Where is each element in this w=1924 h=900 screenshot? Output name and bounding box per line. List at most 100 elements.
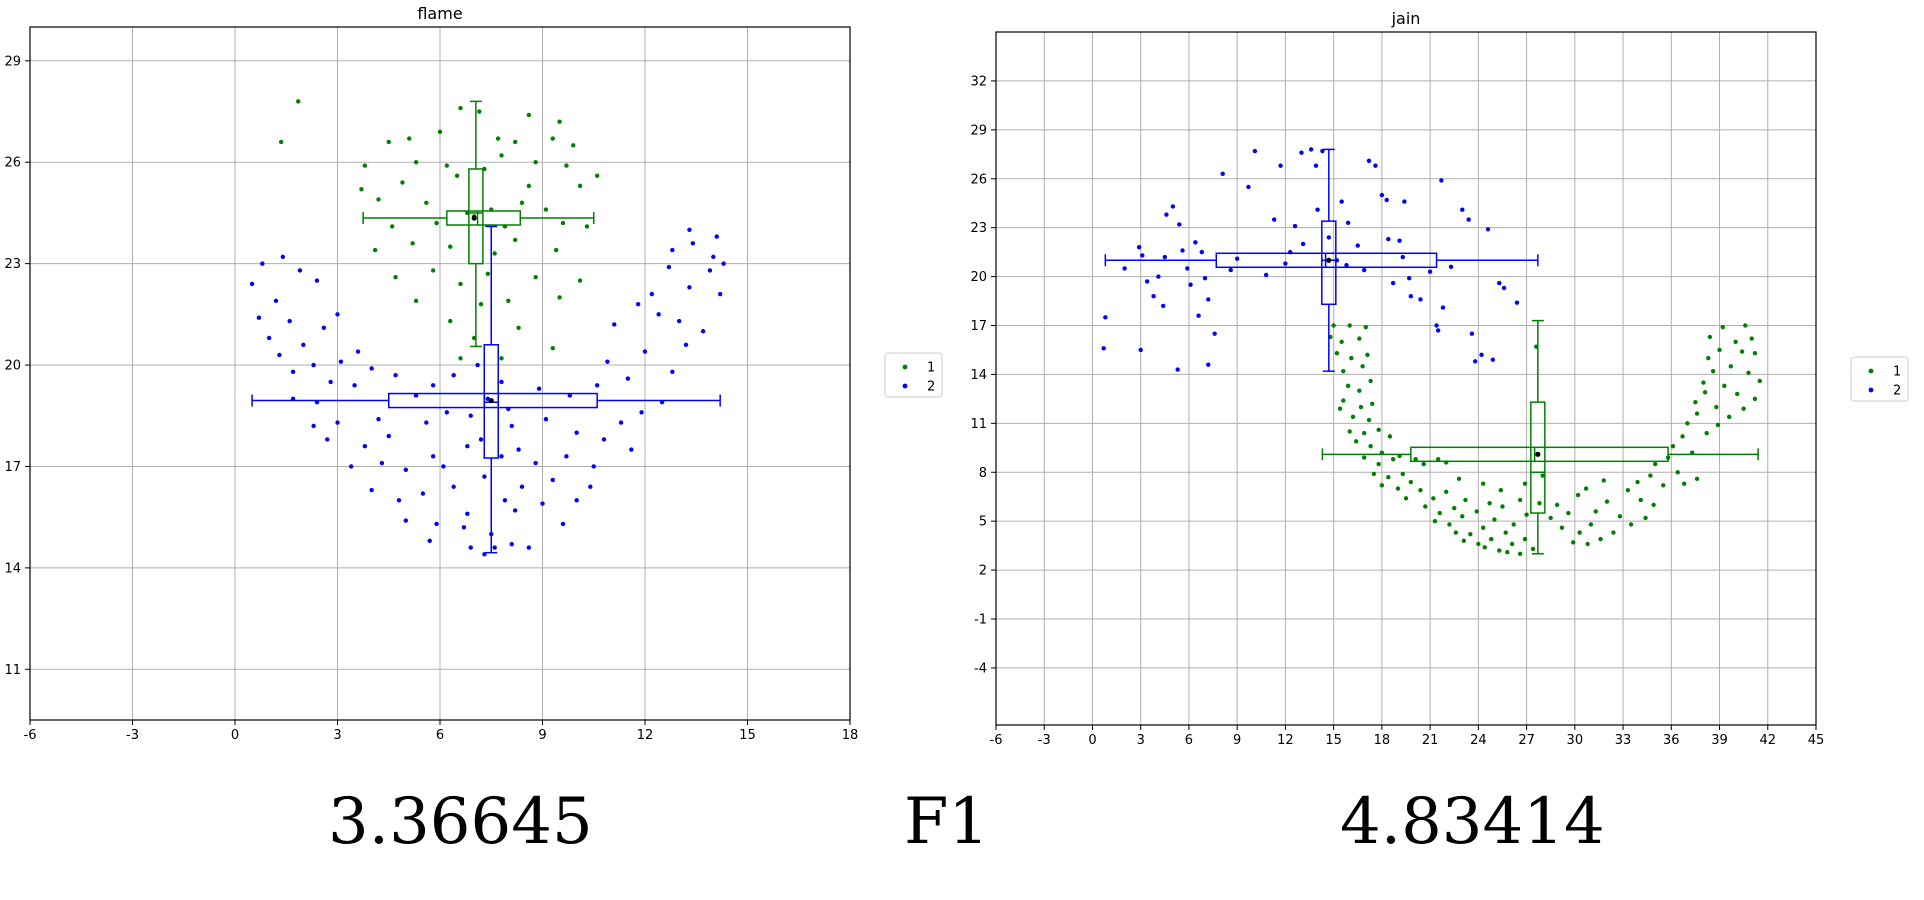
data-point-series-1 (1492, 517, 1497, 522)
data-point-series-2 (1164, 212, 1169, 217)
box (1410, 446, 1669, 463)
data-point-series-2 (297, 268, 303, 273)
data-point-series-1 (499, 356, 504, 361)
data-point-series-1 (1706, 355, 1711, 361)
data-point-series-2 (499, 454, 504, 459)
data-point-series-2 (499, 379, 504, 385)
data-point-series-1 (376, 197, 381, 202)
data-point-series-1 (362, 163, 368, 168)
data-point-series-1 (1509, 541, 1515, 547)
data-point-series-1 (1571, 540, 1576, 545)
mean-point (488, 397, 494, 404)
data-point-series-1 (594, 173, 600, 178)
data-point-series-2 (1308, 147, 1314, 152)
data-point-series-1 (1386, 474, 1391, 480)
plot-title: jain (1391, 9, 1421, 28)
data-point-series-2 (1469, 331, 1475, 336)
y-tick-label: 8 (979, 466, 987, 481)
data-point-series-2 (355, 349, 361, 354)
data-point-series-1 (1598, 536, 1603, 542)
box (1321, 220, 1337, 306)
data-point-series-1 (1368, 378, 1373, 384)
data-point-series-2 (1228, 267, 1233, 273)
data-point-series-1 (1461, 538, 1467, 543)
data-point-series-2 (605, 359, 610, 364)
data-point-series-1 (1680, 434, 1685, 439)
data-point-series-1 (1363, 324, 1369, 330)
data-point-series-1 (1339, 339, 1344, 345)
data-point-series-1 (1366, 417, 1372, 423)
data-point-series-2 (314, 278, 320, 283)
boxplot-series-1-vertical (468, 100, 484, 348)
data-point-series-2 (1212, 331, 1217, 336)
data-point-series-2 (362, 443, 368, 449)
x-tick-label: 18 (842, 728, 859, 743)
data-point-series-2 (629, 447, 634, 452)
data-point-series-2 (670, 247, 675, 253)
data-point-series-1 (1583, 486, 1589, 491)
data-point-series-1 (386, 139, 391, 145)
data-point-series-1 (1353, 439, 1359, 444)
data-point-series-1 (1702, 390, 1708, 395)
legend-marker-1 (1868, 368, 1874, 374)
data-point-series-1 (1757, 378, 1762, 384)
data-point-series-1 (1408, 479, 1414, 485)
data-point-series-2 (451, 372, 456, 378)
data-point-series-2 (683, 342, 689, 347)
data-point-series-1 (434, 220, 439, 226)
boxplot-series-2-vertical (1321, 148, 1337, 372)
data-point-series-2 (516, 447, 521, 452)
data-point-series-2 (1263, 272, 1269, 278)
data-point-series-2 (1220, 171, 1225, 177)
data-point-series-1 (359, 187, 364, 192)
data-point-series-2 (430, 454, 436, 459)
data-point-series-1 (512, 237, 518, 243)
data-point-series-1 (1435, 457, 1441, 462)
x-tick-label: 12 (637, 728, 654, 743)
data-point-series-1 (516, 325, 521, 331)
legend: 12 (884, 352, 943, 398)
x-tick-label: 45 (1808, 733, 1825, 748)
data-point-series-1 (1701, 380, 1706, 385)
boxplot-series-1-horizontal (362, 210, 595, 226)
data-point-series-1 (1476, 541, 1481, 547)
data-point-series-1 (1482, 545, 1487, 550)
data-point-series-1 (444, 163, 450, 168)
data-point-series-2 (1479, 352, 1484, 358)
boxplot-series-1-horizontal (1321, 446, 1759, 463)
data-point-series-1 (400, 180, 405, 185)
data-point-series-1 (454, 173, 460, 178)
x-tick-label: 15 (1325, 733, 1342, 748)
data-point-series-2 (1501, 285, 1507, 291)
mean-point (1326, 257, 1332, 263)
data-point-series-1 (492, 251, 497, 256)
data-point-series-2 (280, 254, 286, 260)
data-point-series-1 (1651, 502, 1656, 508)
data-point-series-2 (311, 423, 316, 429)
data-point-series-1 (1361, 430, 1367, 436)
data-point-series-2 (533, 460, 538, 466)
data-point-series-1 (1423, 504, 1428, 509)
data-point-series-1 (1728, 364, 1733, 369)
data-point-series-1 (1585, 541, 1590, 547)
data-point-series-2 (594, 383, 600, 388)
data-point-series-1 (557, 119, 562, 124)
data-point-series-1 (1460, 514, 1465, 519)
legend-label-1: 1 (1893, 365, 1901, 380)
data-point-series-2 (588, 484, 593, 489)
data-point-series-2 (564, 454, 569, 459)
data-point-series-1 (1331, 323, 1336, 328)
data-point-series-1 (1421, 461, 1426, 467)
data-point-series-2 (540, 501, 545, 506)
data-point-series-1 (1675, 470, 1680, 475)
legend-marker-2 (902, 383, 908, 389)
data-point-series-1 (478, 302, 484, 307)
data-point-series-2 (1299, 150, 1304, 155)
data-point-series-1 (1489, 536, 1494, 542)
data-point-series-1 (1395, 486, 1401, 491)
data-point-series-2 (1170, 204, 1176, 209)
data-point-series-2 (526, 545, 532, 550)
data-point-series-2 (711, 254, 716, 260)
data-point-series-2 (311, 362, 316, 368)
